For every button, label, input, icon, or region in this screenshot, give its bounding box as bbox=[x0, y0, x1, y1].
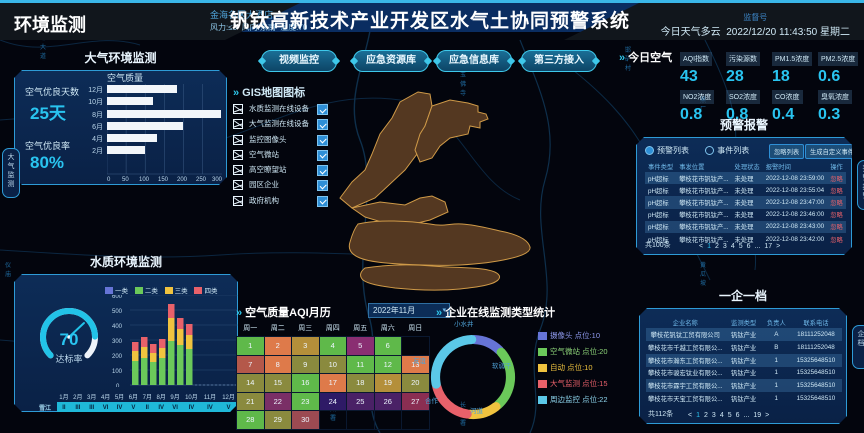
svg-text:100: 100 bbox=[112, 369, 123, 375]
svg-text:250: 250 bbox=[196, 177, 207, 183]
svg-text:150: 150 bbox=[158, 177, 169, 183]
svg-text:0: 0 bbox=[107, 177, 111, 183]
svg-text:300: 300 bbox=[212, 177, 222, 183]
svg-text:500: 500 bbox=[112, 309, 123, 315]
svg-text:200: 200 bbox=[112, 354, 123, 360]
svg-text:200: 200 bbox=[177, 177, 188, 183]
svg-text:100: 100 bbox=[139, 177, 150, 183]
svg-text:600: 600 bbox=[112, 295, 123, 300]
svg-text:300: 300 bbox=[112, 339, 123, 345]
svg-text:50: 50 bbox=[122, 177, 129, 183]
svg-text:0: 0 bbox=[116, 384, 120, 387]
svg-text:400: 400 bbox=[112, 324, 123, 330]
